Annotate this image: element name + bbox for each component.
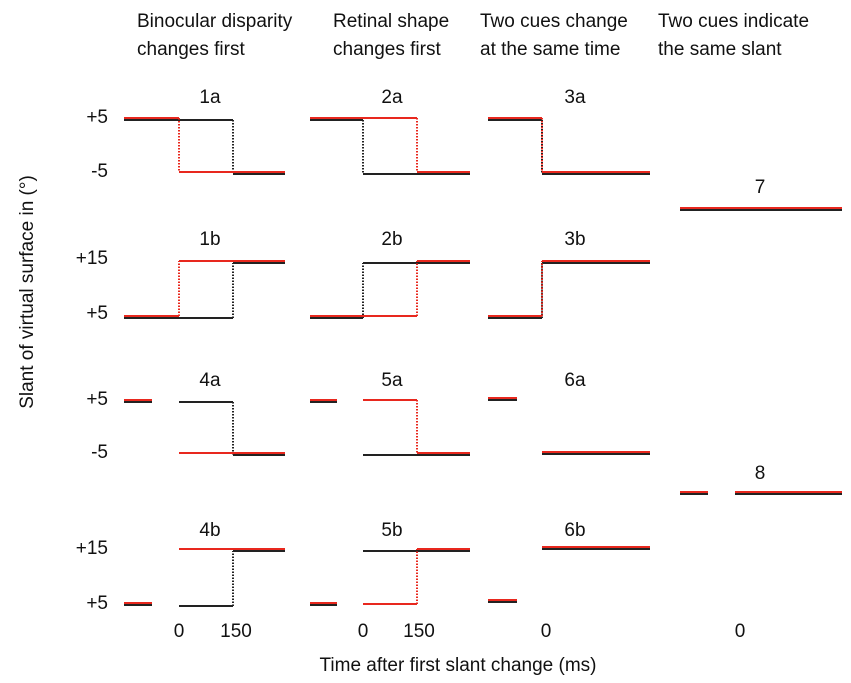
column-header: the same slant [658,39,782,60]
panel-label: 3b [564,229,585,250]
panel-label: 1b [199,229,220,250]
y-label: +5 [86,303,108,324]
stimulus-traces [124,117,842,607]
x-label: 0 [174,621,185,642]
panel-label: 5a [381,370,403,391]
panel-label: 1a [199,87,221,108]
panel-label: 4b [199,520,220,541]
panel-label: 5b [381,520,402,541]
panel-label: 6b [564,520,585,541]
panel-label: 3a [564,87,586,108]
column-header: Two cues change [480,11,628,32]
y-label: +5 [86,107,108,128]
x-axis-title: Time after first slant change (ms) [320,655,597,676]
panel-label: 6a [564,370,586,391]
y-label: +5 [86,593,108,614]
panel-label: 8 [755,463,766,484]
y-label: +15 [76,248,108,269]
column-header: Two cues indicate [658,11,809,32]
panel-label: 7 [755,177,766,198]
column-header: Retinal shape [333,11,449,32]
y-label: +5 [86,389,108,410]
column-header: changes first [333,39,441,60]
x-label: 0 [358,621,369,642]
panel-label: 2b [381,229,402,250]
y-axis-title: Slant of virtual surface in (°) [17,175,38,409]
column-header: changes first [137,39,245,60]
panel-label: 2a [381,87,403,108]
x-label: 150 [220,621,252,642]
y-label: -5 [91,161,108,182]
x-label: 0 [735,621,746,642]
column-header: Binocular disparity [137,11,293,32]
x-label: 0 [541,621,552,642]
y-label: +15 [76,538,108,559]
panel-label: 4a [199,370,221,391]
y-label: -5 [91,442,108,463]
x-label: 150 [403,621,435,642]
column-header: at the same time [480,39,620,60]
